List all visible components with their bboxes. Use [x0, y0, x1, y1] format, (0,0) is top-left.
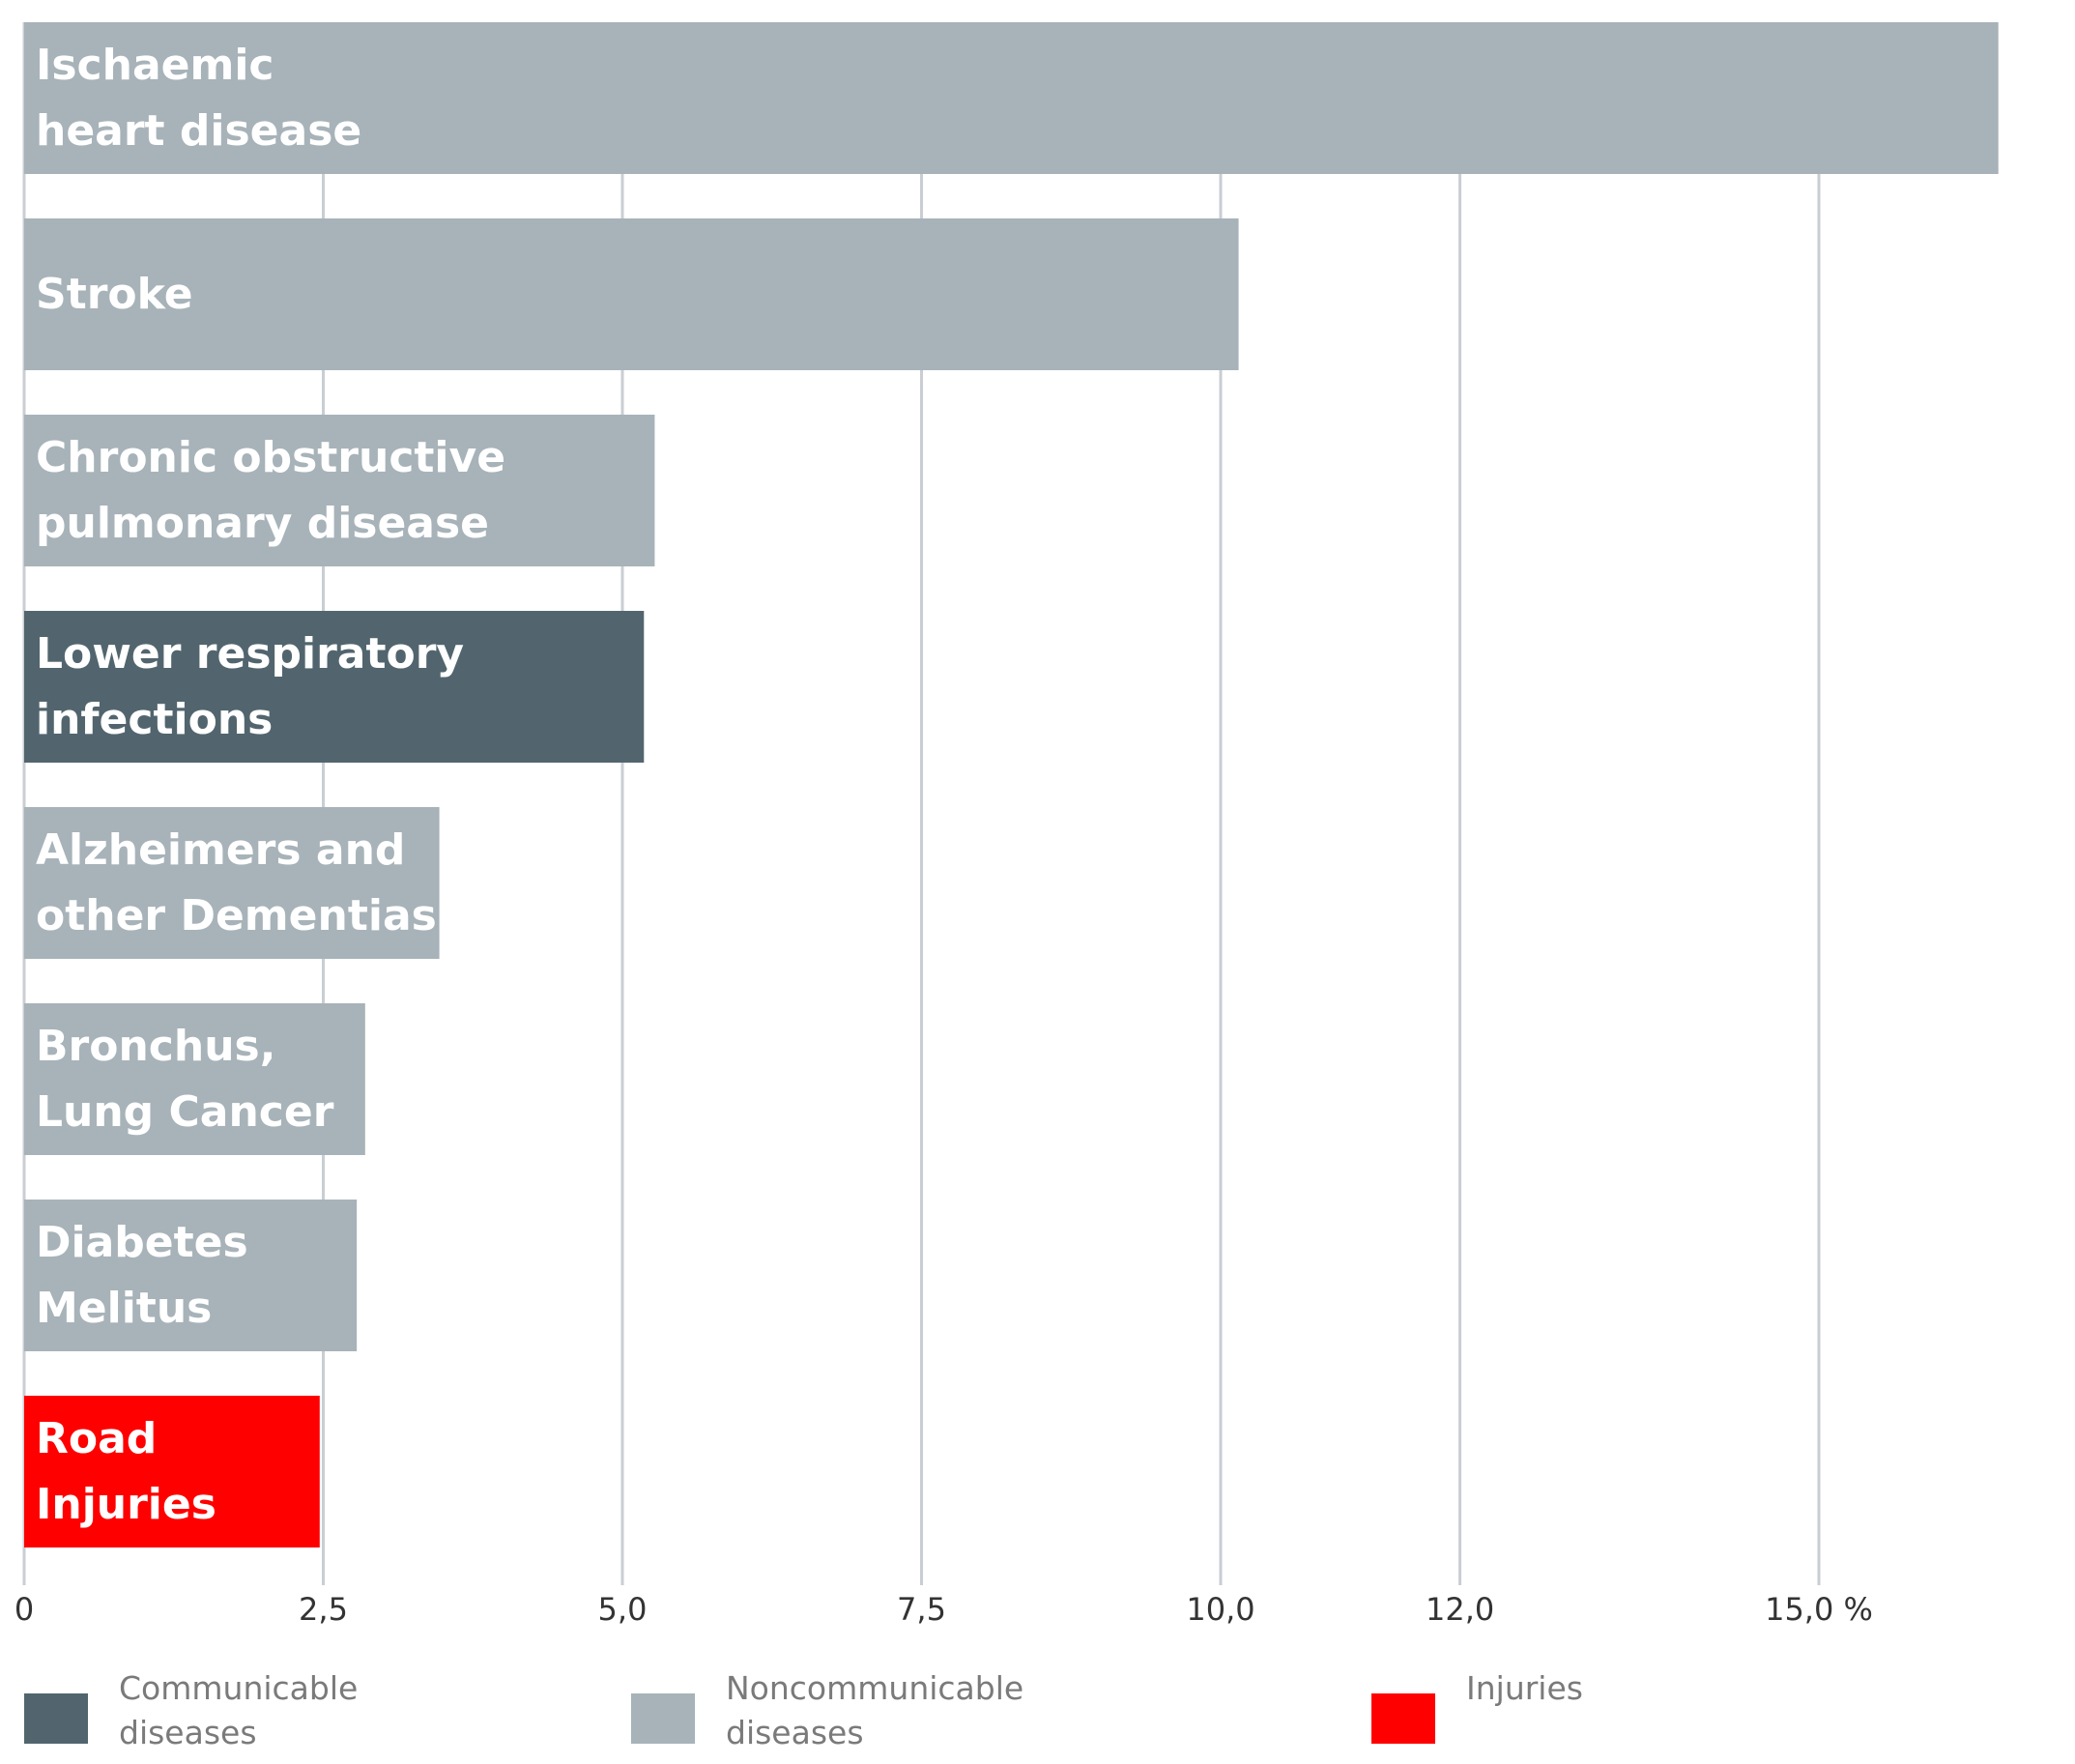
legend-swatch	[631, 1693, 695, 1744]
bar	[24, 1200, 358, 1351]
bar-label: Stroke	[36, 269, 193, 319]
bar	[24, 611, 645, 763]
bar	[24, 218, 1239, 370]
bar-label: Alzheimers and other Dementias	[36, 824, 437, 940]
legend-swatch	[24, 1693, 88, 1744]
legend-label: Injuries	[1466, 1669, 1583, 1707]
bar-label: Road Injuries	[36, 1413, 216, 1529]
legend-swatch	[1371, 1693, 1435, 1744]
bar	[24, 807, 440, 959]
bar	[24, 1003, 365, 1155]
bar-label: Ischaemic heart disease	[36, 40, 362, 156]
bar	[24, 22, 1999, 174]
legend-label: Communicable diseases	[119, 1669, 359, 1751]
x-tick-label: 15,0 %	[1765, 1591, 1873, 1628]
bar-label: Chronic obstructive pulmonary disease	[36, 432, 506, 548]
bar-label: Diabetes Melitus	[36, 1217, 248, 1333]
x-tick-label: 7,5	[897, 1591, 946, 1628]
bar-label: Bronchus, Lung Cancer	[36, 1021, 334, 1137]
x-tick-label: 10,0	[1186, 1591, 1255, 1628]
bar-label: Lower respiratory infections	[36, 628, 465, 744]
x-tick-label: 2,5	[299, 1591, 348, 1628]
x-tick-label: 12,0	[1425, 1591, 1495, 1628]
x-tick-label: 5,0	[597, 1591, 648, 1628]
bar	[24, 1396, 320, 1547]
x-tick-label: 0	[14, 1591, 35, 1628]
legend-label: Noncommunicable diseases	[726, 1669, 1024, 1751]
bar	[24, 415, 655, 566]
